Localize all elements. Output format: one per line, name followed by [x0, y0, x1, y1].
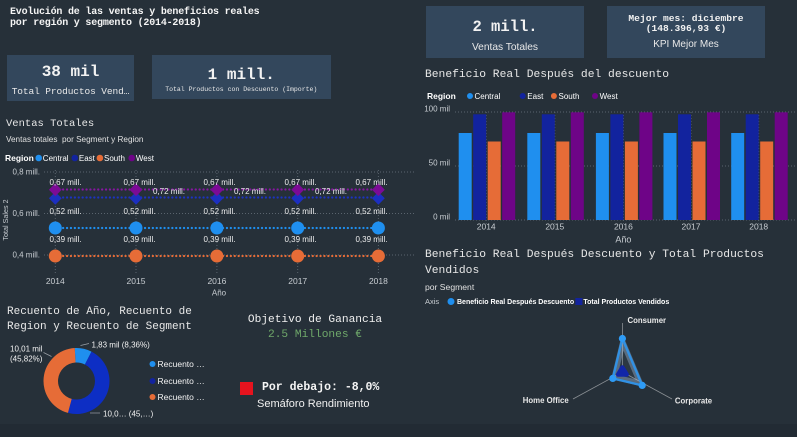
svg-text:Central: Central	[43, 154, 69, 163]
svg-text:Axis: Axis	[425, 297, 439, 306]
svg-text:2015: 2015	[545, 222, 564, 232]
svg-text:0,72 mill.: 0,72 mill.	[153, 187, 185, 196]
svg-text:0 mil: 0 mil	[433, 213, 450, 222]
svg-text:Region: Region	[427, 91, 456, 101]
svg-text:0,52 mill.: 0,52 mill.	[123, 207, 155, 216]
svg-text:10,0… (45,…): 10,0… (45,…)	[103, 410, 154, 419]
svg-text:0,39 mill.: 0,39 mill.	[49, 235, 81, 244]
svg-text:South: South	[104, 154, 125, 163]
svg-text:0,4 mill.: 0,4 mill.	[12, 251, 40, 260]
svg-text:2018: 2018	[369, 276, 388, 286]
svg-text:0,52 mill.: 0,52 mill.	[355, 207, 387, 216]
svg-text:0,8 mill.: 0,8 mill.	[12, 168, 40, 177]
svg-text:0,67 mill.: 0,67 mill.	[203, 178, 235, 187]
svg-text:Año: Año	[615, 235, 631, 245]
svg-text:(45,82%): (45,82%)	[10, 355, 43, 364]
svg-text:0,72 mill.: 0,72 mill.	[234, 187, 266, 196]
svg-text:1,83 mil (8,36%): 1,83 mil (8,36%)	[92, 341, 151, 350]
svg-text:2016: 2016	[207, 276, 226, 286]
svg-text:Home Office: Home Office	[523, 396, 570, 405]
svg-text:Recuento …: Recuento …	[158, 376, 205, 386]
svg-text:Beneficio Real Después Descuen: Beneficio Real Después Descuento	[457, 299, 574, 306]
svg-text:0,52 mill.: 0,52 mill.	[203, 207, 235, 216]
svg-text:South: South	[559, 92, 580, 101]
svg-text:0,6 mill.: 0,6 mill.	[12, 209, 40, 218]
svg-text:2014: 2014	[477, 222, 496, 232]
svg-text:2017: 2017	[682, 222, 701, 232]
svg-text:0,67 mill.: 0,67 mill.	[49, 178, 81, 187]
svg-text:Total Sales 2: Total Sales 2	[1, 199, 10, 240]
svg-text:East: East	[79, 154, 96, 163]
svg-text:0,67 mill.: 0,67 mill.	[123, 178, 155, 187]
svg-text:Año: Año	[212, 289, 227, 298]
svg-text:0,67 mill.: 0,67 mill.	[284, 178, 316, 187]
svg-text:Corporate: Corporate	[675, 397, 713, 406]
svg-text:Recuento …: Recuento …	[158, 359, 205, 369]
svg-text:East: East	[527, 92, 544, 101]
svg-text:West: West	[136, 154, 155, 163]
svg-text:2017: 2017	[288, 276, 307, 286]
svg-text:0,39 mill.: 0,39 mill.	[203, 235, 235, 244]
svg-text:Region: Region	[5, 153, 34, 163]
svg-text:Consumer: Consumer	[628, 316, 667, 325]
svg-text:10,01 mil: 10,01 mil	[10, 345, 43, 354]
svg-text:Total Productos Vendidos: Total Productos Vendidos	[583, 299, 669, 306]
svg-text:0,39 mill.: 0,39 mill.	[284, 235, 316, 244]
svg-text:West: West	[600, 92, 619, 101]
svg-text:0,72 mill.: 0,72 mill.	[315, 187, 347, 196]
svg-text:2016: 2016	[614, 222, 633, 232]
svg-text:100 mil: 100 mil	[424, 105, 450, 114]
svg-text:Central: Central	[475, 92, 501, 101]
svg-text:2015: 2015	[127, 276, 146, 286]
svg-text:0,39 mill.: 0,39 mill.	[123, 235, 155, 244]
svg-text:50 mil: 50 mil	[429, 159, 451, 168]
svg-text:0,52 mill.: 0,52 mill.	[49, 207, 81, 216]
svg-text:0,67 mill.: 0,67 mill.	[355, 178, 387, 187]
svg-text:0,39 mill.: 0,39 mill.	[355, 235, 387, 244]
svg-text:2018: 2018	[749, 222, 768, 232]
svg-text:2014: 2014	[46, 276, 65, 286]
svg-text:0,52 mill.: 0,52 mill.	[284, 207, 316, 216]
svg-text:Recuento …: Recuento …	[158, 392, 205, 402]
